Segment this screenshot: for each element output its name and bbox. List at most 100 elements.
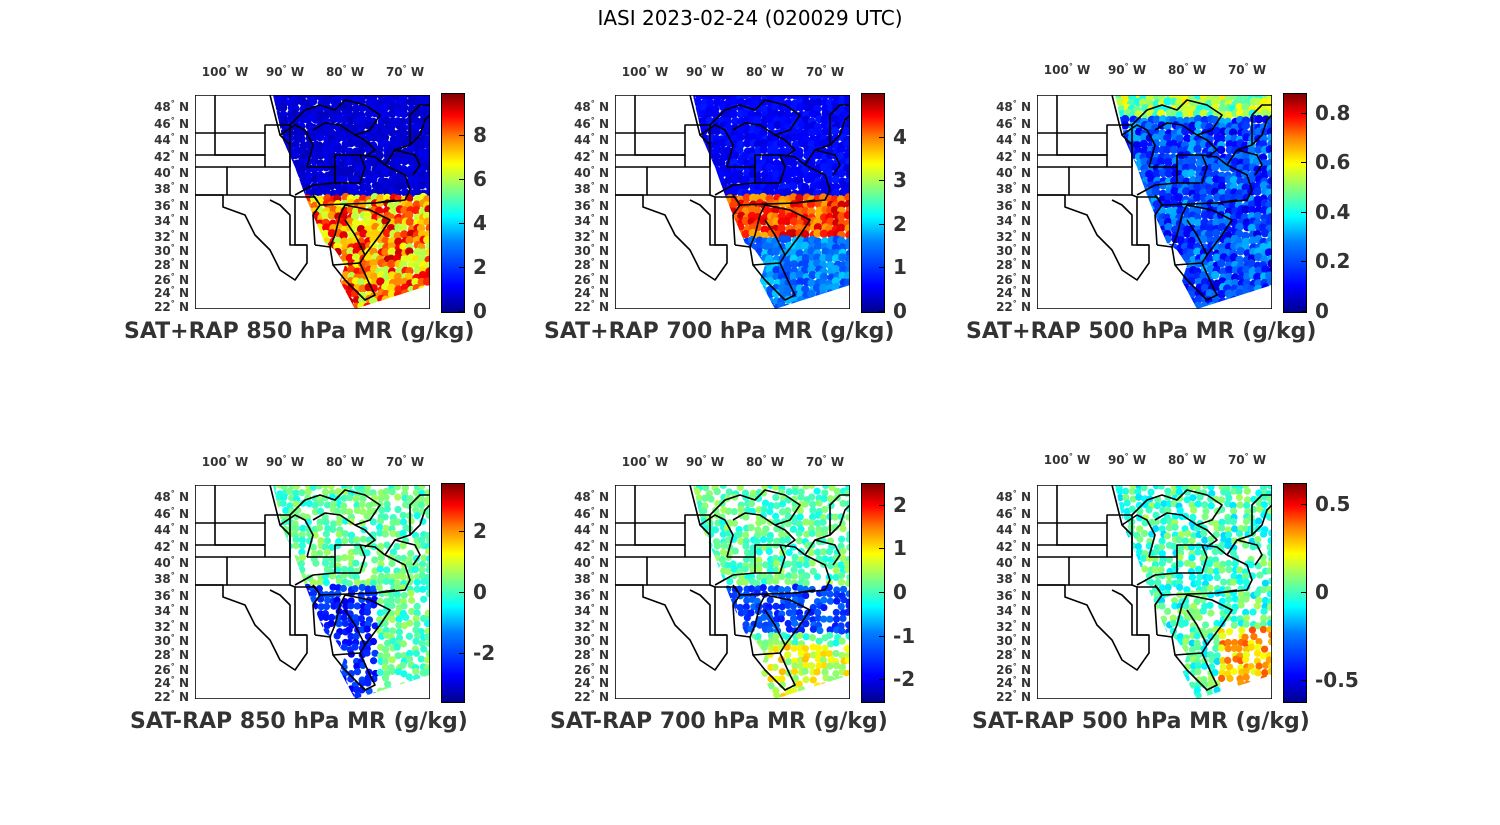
swath-point [323,685,331,693]
border-line [1176,154,1208,184]
swath-point [843,127,850,136]
swath-point [700,625,708,633]
swath-point [352,559,360,567]
swath-point [783,585,792,594]
swath-point [755,680,763,689]
swath-point [405,303,414,309]
swath-point [736,578,744,586]
swath-point [743,273,752,282]
swath-point [844,656,850,664]
swath-point [821,668,829,676]
swath-point [316,499,325,507]
swath-point [741,229,750,239]
swath-point [731,637,740,645]
border-line [195,584,308,671]
border-line [749,609,786,656]
swath-point [318,675,326,683]
swath-point [310,283,319,292]
swath-point [1266,485,1272,490]
swath-point [1157,285,1166,294]
swath-point [382,693,390,699]
swath-point [261,219,269,227]
swath-point [356,146,366,155]
swath-point [693,675,697,683]
swath-point [387,128,397,137]
swath-point [273,277,278,286]
swath-point [399,542,407,550]
swath-point [699,254,708,263]
swath-point [290,177,300,187]
swath-point [413,303,422,309]
swath-point [285,680,293,688]
swath-point [821,644,829,652]
swath-point [725,626,733,634]
swath-point [1134,283,1143,292]
swath-point [730,260,739,269]
swath-point [278,225,288,235]
swath-point [281,242,290,251]
swath-point [1120,303,1130,309]
swath-point [305,602,313,610]
swath-point [699,615,707,623]
border-line [1216,164,1253,204]
swath-point [371,556,379,564]
swath-point [1105,231,1113,239]
swath-point [1230,487,1238,495]
swath-point [274,529,283,538]
swath-point [683,289,691,297]
swath-data [693,485,850,699]
swath-point [1139,207,1149,216]
swath-point [1121,236,1130,245]
swath-point [1235,222,1244,232]
swath-point [317,662,325,670]
swath-point [353,668,362,676]
swath-point [279,261,288,270]
swath-point [273,139,282,148]
swath-point [322,140,331,149]
swath-point [417,296,427,306]
lat-label: 36° N [154,198,189,213]
swath-point [280,485,288,491]
lat-label: 48° N [996,489,1031,504]
swath-point [729,679,737,687]
swath-point [338,168,348,178]
swath-point [845,621,850,629]
swath-point [412,615,420,623]
swath-point [1115,241,1121,250]
swath-point [352,685,361,694]
swath-point [274,296,283,305]
border-line [214,522,266,546]
swath-point [381,663,389,671]
swath-point [423,656,430,664]
swath-point [280,547,288,555]
swath-point [327,619,335,628]
swath-point [261,115,269,123]
swath-point [1115,140,1120,149]
swath-point [309,589,318,597]
swath-point [718,242,727,251]
swath-point [740,254,750,264]
lat-label: 28° N [574,647,609,662]
lon-label: 100° W [201,64,249,79]
swath-point [406,688,415,696]
swath-point [1235,109,1245,118]
lat-label: 48° N [996,99,1031,114]
swath-point [699,297,708,306]
swath-point [749,289,758,298]
lat-label: 38° N [996,571,1031,586]
swath-point [731,658,739,666]
swath-point [310,254,320,264]
swath-point [833,487,842,495]
swath-point [1201,513,1209,521]
border-line [334,544,366,574]
swath-point [1105,134,1113,142]
colorbar-tick-mark [459,531,464,533]
swath-point [371,649,379,657]
swath-point [707,591,715,599]
swath-point [369,284,378,293]
swath-point [1152,115,1162,124]
swath-point [803,530,811,538]
swath-point [383,566,391,574]
swath-point [353,662,361,670]
swath-point [779,692,788,699]
